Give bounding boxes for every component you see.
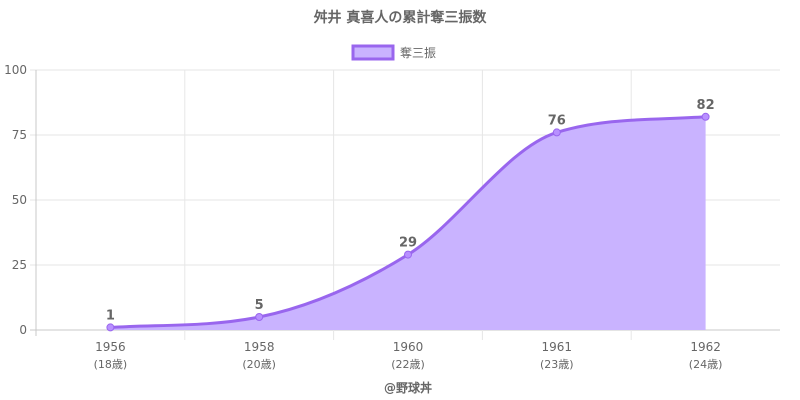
series-area (110, 115, 706, 330)
x-tick-sublabel: (22歳) (391, 358, 425, 371)
chart-title: 舛井 真喜人の累計奪三振数 (314, 9, 488, 26)
data-label: 29 (399, 236, 417, 251)
data-label: 76 (548, 113, 566, 128)
x-tick-label: 1960 (393, 340, 424, 354)
data-label: 1 (106, 308, 115, 323)
x-tick-label: 1958 (244, 340, 275, 354)
y-axis-ticks: 0 25 50 75 100 (4, 63, 27, 337)
x-tick-sublabel: (23歳) (540, 358, 574, 371)
data-point (106, 323, 115, 332)
legend-swatch (351, 44, 395, 61)
data-labels: 1 5 29 76 82 (106, 98, 715, 324)
y-tick-label: 50 (12, 193, 27, 207)
credit-text: @野球丼 (384, 380, 432, 395)
x-tick-sublabel: (18歳) (94, 358, 128, 371)
x-tick-label: 1962 (690, 340, 721, 354)
x-axis-ticks: 1956 (18歳) 1958 (20歳) 1960 (22歳) 1961 (23歳) 1962… (94, 340, 723, 371)
data-points (106, 112, 710, 332)
x-tick-label: 1956 (95, 340, 126, 354)
data-label: 5 (255, 298, 264, 313)
data-point (552, 128, 561, 137)
data-point (255, 313, 264, 321)
data-label: 82 (697, 98, 715, 113)
y-tick-label: 0 (19, 323, 27, 337)
data-point (404, 250, 412, 259)
x-tick-label: 1961 (542, 340, 573, 354)
area-fill (110, 116, 706, 330)
data-point (701, 112, 710, 121)
x-tick-sublabel: (20歳) (242, 358, 276, 371)
legend: 奪三振 (351, 44, 436, 61)
y-tick-label: 75 (12, 128, 27, 142)
legend-label: 奪三振 (400, 45, 436, 60)
y-tick-label: 25 (12, 258, 27, 272)
x-tick-sublabel: (24歳) (689, 358, 723, 371)
y-tick-label: 100 (4, 63, 27, 77)
